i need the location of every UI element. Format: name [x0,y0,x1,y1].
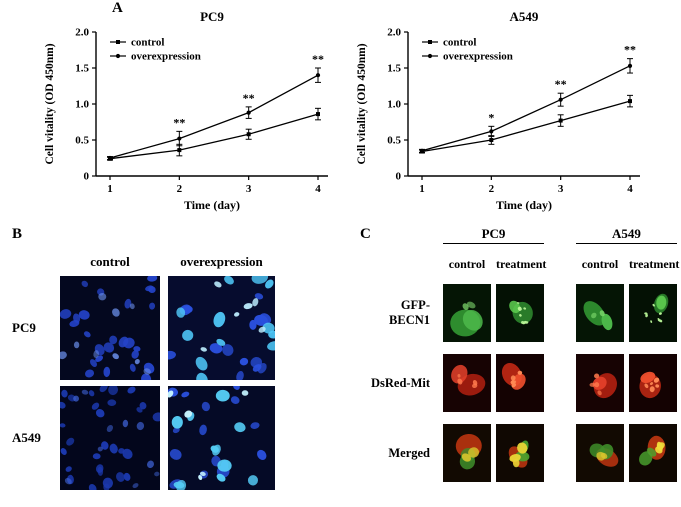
micrograph-dsred-pc9-treatment [496,354,544,412]
panel-b-header-overexpression: overexpression [180,254,263,269]
micrograph-merged-pc9-treatment [496,424,544,482]
panel-c-row-label-merged: Merged [388,445,430,460]
svg-text:2: 2 [489,183,495,195]
micrograph-merged-a549-control [576,424,624,482]
svg-text:control: control [443,37,476,49]
micrograph-merged-a549-treatment [629,424,677,482]
panel-c-label: C [360,226,371,242]
micrograph-gfp-a549-control [576,284,624,342]
panel-c-sub-treatment-2: treatment [629,257,680,271]
micrograph-dsred-a549-treatment [629,354,677,412]
svg-text:**: ** [243,91,255,105]
panel-b-row-label-a549: A549 [12,430,41,445]
svg-text:Time (day): Time (day) [184,198,240,212]
svg-text:Cell vitality (OD 450nm): Cell vitality (OD 450nm) [44,43,56,164]
micrograph-merged-pc9-control [443,424,491,482]
svg-text:2.0: 2.0 [75,27,89,39]
spacer [8,250,52,270]
micrograph-dsred-a549-control [576,354,624,412]
panel-c-sub-control-1: control [448,257,486,271]
panel-c-row-label-dsred-mit: DsRed-Mit [370,375,430,390]
micrograph-gfp-a549-treatment [629,284,677,342]
micrograph-gfp-pc9-control [443,284,491,342]
svg-text:0: 0 [84,171,90,183]
svg-text:overexpression: overexpression [131,51,201,63]
svg-text:0.5: 0.5 [387,135,401,147]
svg-text:2: 2 [177,183,183,195]
micrograph-a549-overexpression [168,386,275,490]
panel-b-row-label-pc9: PC9 [12,320,36,335]
chart-a549: 0 0.5 1.0 1.5 2.0 1 2 3 4 A549 Time (day) Cell vita… [352,6,652,220]
svg-text:**: ** [312,52,324,66]
svg-text:PC9: PC9 [200,9,224,24]
micrograph-a549-control [60,386,160,490]
micrograph-pc9-control [60,276,160,380]
micrograph-pc9-overexpression [168,276,275,380]
chart-pc9: 0 0.5 1.0 1.5 2.0 1 2 3 4 PC9 Time (day) Cell vital… [40,6,340,220]
svg-text:0.5: 0.5 [75,135,89,147]
svg-text:control: control [131,37,164,49]
micrograph-dsred-pc9-control [443,354,491,412]
svg-text:4: 4 [627,183,633,195]
svg-text:**: ** [173,115,185,129]
svg-text:4: 4 [315,183,321,195]
svg-text:A549: A549 [510,9,539,24]
panel-c-row-label-gfp-becn1: GFP-BECN1 [389,298,430,327]
svg-text:0: 0 [396,171,402,183]
svg-text:1.5: 1.5 [75,63,89,75]
svg-text:*: * [488,110,494,124]
panel-c-group-a549: A549 [576,226,677,244]
micrograph-gfp-pc9-treatment [496,284,544,342]
panel-c: PC9 A549 control treatment control treat… [368,226,680,482]
svg-text:3: 3 [558,183,564,195]
svg-text:3: 3 [246,183,252,195]
svg-text:overexpression: overexpression [443,51,513,63]
panel-c-group-pc9: PC9 [443,226,544,244]
svg-text:2.0: 2.0 [387,27,401,39]
panel-a-label: A [112,0,123,16]
svg-text:1.0: 1.0 [387,99,401,111]
panel-b: control overexpression PC9 A549 [8,250,275,490]
svg-text:**: ** [624,43,636,57]
svg-text:Cell vitality (OD 450nm): Cell vitality (OD 450nm) [356,43,368,164]
svg-text:Time (day): Time (day) [496,198,552,212]
panel-b-header-control: control [90,254,130,269]
svg-text:1: 1 [419,183,425,195]
panel-b-label: B [12,226,23,242]
svg-text:1: 1 [107,183,113,195]
svg-text:1.0: 1.0 [75,99,89,111]
panel-c-sub-control-2: control [581,257,619,271]
svg-text:1.5: 1.5 [387,63,401,75]
svg-text:**: ** [555,77,567,91]
panel-c-sub-treatment-1: treatment [496,257,547,271]
